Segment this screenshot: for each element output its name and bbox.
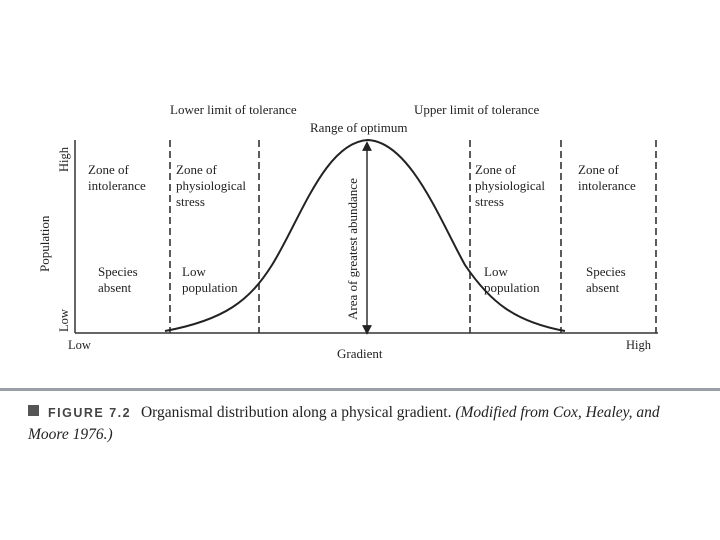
left-intolerance-zone: Zone of intolerance [88, 162, 146, 193]
caption-square-icon [28, 405, 39, 416]
figure-label: FIGURE 7.2 [48, 406, 132, 420]
y-axis-title: Population [37, 215, 52, 272]
caption-source: (Modified from Cox, Healey, and Moore 19… [28, 404, 660, 443]
caption-text: Organismal distribution along a physical… [140, 404, 452, 421]
right-low-population: Low population [484, 264, 540, 295]
y-axis-high: High [57, 146, 71, 172]
right-species-absent: Species absent [586, 264, 629, 295]
x-axis-title: Gradient [337, 346, 383, 361]
figure-caption: FIGURE 7.2 Organismal distribution along… [28, 402, 700, 446]
left-low-population: Low population [182, 264, 238, 295]
caption-divider [0, 388, 720, 391]
left-species-absent: Species absent [98, 264, 141, 295]
range-optimum-label: Range of optimum [310, 120, 408, 135]
area-greatest-label: Area of greatest abundance [345, 178, 360, 320]
y-axis-low: Low [57, 309, 71, 332]
abundance-curve [164, 138, 566, 332]
lower-limit-label: Lower limit of tolerance [170, 102, 297, 117]
right-intolerance-zone: Zone of intolerance [578, 162, 636, 193]
upper-limit-label: Upper limit of tolerance [414, 102, 539, 117]
left-stress-zone: Zone of physiological stress [176, 162, 249, 209]
right-stress-zone: Zone of physiological stress [475, 162, 548, 209]
x-axis-high: High [626, 338, 652, 352]
x-axis-low: Low [68, 338, 91, 352]
